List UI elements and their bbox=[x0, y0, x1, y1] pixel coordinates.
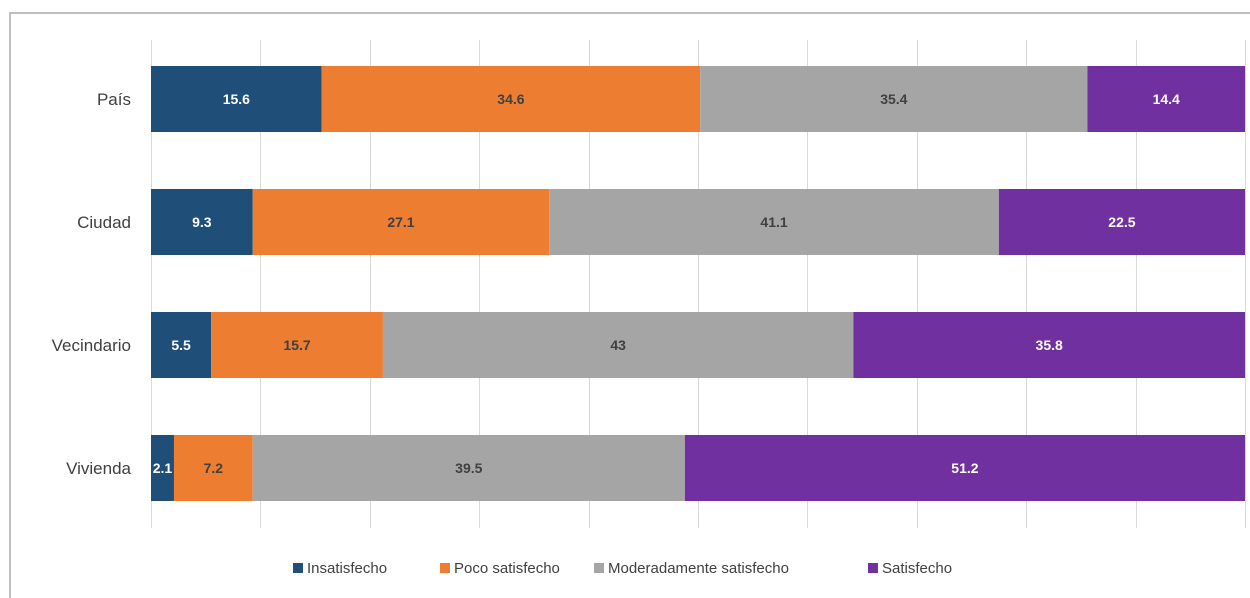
bar-segment bbox=[151, 435, 174, 501]
data-label: 5.5 bbox=[171, 337, 191, 353]
data-label: 14.4 bbox=[1153, 91, 1180, 107]
bar-segment bbox=[252, 189, 550, 255]
chart-frame bbox=[9, 12, 1250, 598]
bars: 15.6 34.6 35.4 14.4 9.3 27.1 41.1 22.5 5.5 15.7 43… bbox=[151, 66, 1245, 501]
data-label: 22.5 bbox=[1108, 214, 1135, 230]
data-label: 43 bbox=[610, 337, 626, 353]
bar-segment bbox=[252, 435, 685, 501]
bar-segment bbox=[151, 312, 212, 378]
data-label: 15.7 bbox=[283, 337, 310, 353]
data-label: 39.5 bbox=[455, 460, 482, 476]
legend-item: Insatisfecho bbox=[293, 560, 387, 577]
legend-label: Moderadamente satisfecho bbox=[608, 560, 789, 577]
category-label: Ciudad bbox=[77, 213, 131, 232]
legend-label: Insatisfecho bbox=[307, 560, 387, 577]
category-label: Vivienda bbox=[66, 459, 131, 478]
legend-item: Moderadamente satisfecho bbox=[594, 560, 789, 577]
bar-segment bbox=[684, 435, 1245, 501]
legend: Insatisfecho Poco satisfecho Moderadamente… bbox=[293, 560, 952, 577]
data-label: 41.1 bbox=[760, 214, 787, 230]
data-label: 51.2 bbox=[951, 460, 978, 476]
bar-segment bbox=[382, 312, 854, 378]
bar-segment bbox=[211, 312, 383, 378]
legend-swatch bbox=[293, 563, 303, 573]
category-label: Vecindario bbox=[52, 336, 131, 355]
data-label: 35.4 bbox=[880, 91, 907, 107]
legend-swatch bbox=[868, 563, 878, 573]
legend-label: Satisfecho bbox=[882, 560, 952, 577]
bar-segment bbox=[700, 66, 1088, 132]
bar-segment bbox=[321, 66, 701, 132]
data-label: 9.3 bbox=[192, 214, 212, 230]
legend-item: Poco satisfecho bbox=[440, 560, 560, 577]
bar-segment bbox=[549, 189, 999, 255]
legend-swatch bbox=[440, 563, 450, 573]
data-label: 7.2 bbox=[204, 460, 224, 476]
data-label: 2.1 bbox=[153, 460, 173, 476]
legend-item: Satisfecho bbox=[868, 560, 952, 577]
category-labels: País Ciudad Vecindario Vivienda bbox=[52, 90, 132, 478]
bar-segment bbox=[853, 312, 1245, 378]
data-label: 35.8 bbox=[1036, 337, 1063, 353]
data-label: 15.6 bbox=[223, 91, 250, 107]
legend-swatch bbox=[594, 563, 604, 573]
bar-segment bbox=[151, 189, 253, 255]
bar-segment bbox=[173, 435, 253, 501]
category-label: País bbox=[97, 90, 131, 109]
legend-label: Poco satisfecho bbox=[454, 560, 560, 577]
data-label: 34.6 bbox=[497, 91, 524, 107]
bar-segment bbox=[1087, 66, 1245, 132]
data-label: 27.1 bbox=[387, 214, 414, 230]
bar-segment bbox=[998, 189, 1245, 255]
bar-segment bbox=[151, 66, 322, 132]
